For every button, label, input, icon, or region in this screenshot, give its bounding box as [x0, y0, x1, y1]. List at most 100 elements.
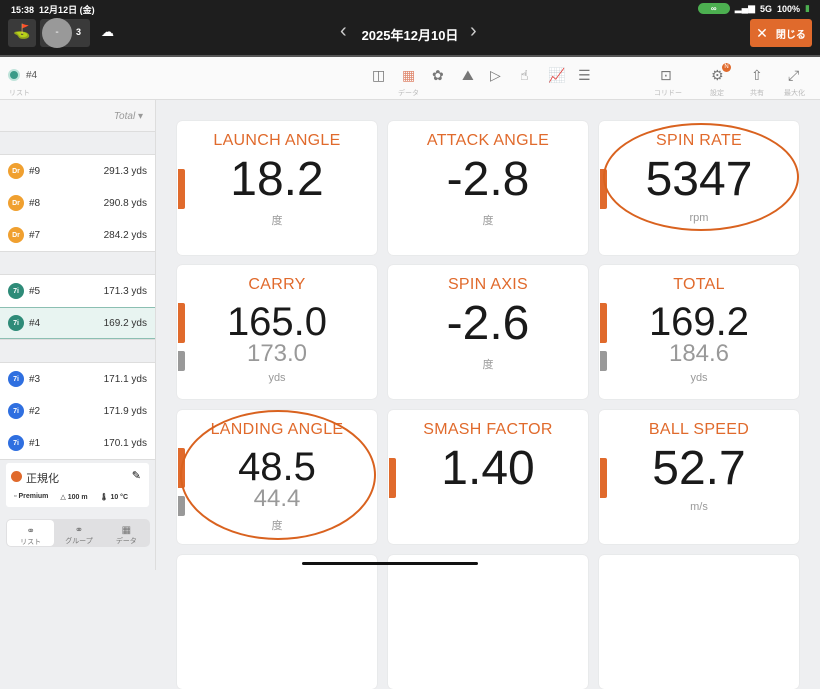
club-badge: 7i — [8, 371, 24, 387]
metric-value: 165.0 — [226, 300, 328, 344]
shot-row[interactable]: 7i #1 170.1 yds — [0, 427, 155, 459]
chart-icon[interactable]: 📈 — [548, 67, 566, 83]
club-badge: Dr — [8, 163, 24, 179]
list-icon[interactable]: ☰ — [578, 67, 591, 83]
tab-data[interactable]: ▦ データ — [115, 525, 137, 545]
metric-value: 1.40 — [441, 442, 535, 495]
network-label: 5G — [760, 3, 773, 14]
shot-row[interactable]: 7i #4 169.2 yds — [0, 307, 155, 339]
shot-row[interactable]: Dr #8 290.8 yds — [0, 187, 155, 219]
shot-row[interactable]: 7i #5 171.3 yds — [0, 275, 155, 307]
metric-unit: 度 — [271, 215, 283, 227]
shot-indicator — [8, 69, 20, 81]
metric-card[interactable]: SMASH FACTOR 1.40 — [388, 410, 588, 544]
trajectory-icon[interactable]: ⛰ — [462, 67, 474, 83]
shot-row[interactable]: Dr #7 284.2 yds — [0, 219, 155, 251]
date-title: 2025年12月10日 — [361, 28, 459, 43]
normalize-icon — [11, 471, 22, 482]
sort-label: Total — [113, 111, 136, 122]
split-view-icon[interactable]: ◫ — [372, 67, 386, 83]
highlight-circle — [180, 410, 376, 540]
club-badge: 7i — [8, 435, 24, 451]
prev-date-button[interactable]: ‹ — [340, 20, 347, 42]
top-bar: 15:38 12月12日 (金) ∞ ▂▄▆ 5G 100% ▮ ⛳ - 3 ☁ ‹ 2… — [0, 0, 820, 55]
flag-icon: ⛳ — [13, 23, 31, 39]
minus-button[interactable]: - — [42, 18, 72, 48]
club-badge: 7i — [8, 315, 24, 331]
raw-tag — [600, 351, 607, 371]
shot-value: 290.8 yds — [103, 197, 147, 209]
battery-icon: ▮ — [805, 3, 810, 13]
tab-group[interactable]: ⚭ グループ — [65, 525, 93, 545]
ball-icon[interactable]: ✿ — [432, 67, 444, 83]
shot-row[interactable]: 7i #3 171.1 yds — [0, 363, 155, 395]
hand-icon[interactable]: ☝ — [520, 67, 529, 83]
tab-list[interactable]: ⚭ リスト — [7, 520, 55, 546]
corridor-icon[interactable]: ⊡ — [660, 67, 672, 83]
share-icon[interactable]: ⇧ — [751, 67, 763, 83]
battery-label: 100% — [777, 3, 801, 14]
metric-value: 169.2 — [648, 300, 750, 344]
cloud-icon[interactable]: ☁ — [101, 24, 114, 39]
shot-number: #8 — [29, 197, 41, 209]
group-gap — [0, 340, 155, 362]
status-icons: ∞ ▂▄▆ 5G 100% ▮ — [697, 3, 810, 14]
metric-unit: 度 — [482, 359, 494, 371]
metric-card[interactable]: CARRY 165.0 173.0 yds — [177, 265, 377, 399]
metric-value: 18.2 — [230, 153, 324, 206]
home-indicator[interactable] — [302, 562, 478, 565]
edit-icon[interactable]: ✎ — [131, 470, 141, 482]
settings-label: 設定 — [710, 90, 724, 97]
sort-dropdown[interactable]: Total ▾ — [0, 100, 155, 132]
shot-value: 171.9 yds — [103, 405, 147, 417]
shot-number: #2 — [29, 405, 41, 417]
data-label: データ — [398, 90, 419, 97]
metric-title: LAUNCH ANGLE — [213, 132, 341, 149]
view-tabs: ⚭ リスト ⚭ グループ ▦ データ — [6, 519, 150, 547]
metric-card[interactable] — [177, 555, 377, 689]
shot-value: 170.1 yds — [103, 437, 147, 449]
list-label: リスト — [9, 90, 30, 97]
play-icon[interactable]: ▷ — [490, 67, 501, 83]
data-grid-icon[interactable]: ▦ — [402, 67, 416, 83]
shot-row[interactable]: 7i #2 171.9 yds — [0, 395, 155, 427]
metric-unit: 度 — [482, 215, 494, 227]
counter-value: 3 — [76, 27, 82, 37]
metric-title: BALL SPEED — [648, 421, 750, 438]
maximize-icon[interactable]: ⤢ — [788, 67, 800, 83]
metric-value: -2.8 — [446, 153, 530, 206]
altitude: △ 100 m — [60, 494, 88, 501]
normalized-tag — [389, 458, 396, 498]
shot-number: #3 — [29, 373, 41, 385]
metric-title: SMASH FACTOR — [423, 421, 553, 438]
close-button[interactable]: ✕ 閉じる — [750, 19, 812, 47]
metric-card[interactable]: SPIN AXIS -2.6 度 — [388, 265, 588, 399]
shot-value: 291.3 yds — [103, 165, 147, 177]
club-badge: Dr — [8, 195, 24, 211]
metric-card[interactable]: TOTAL 169.2 184.6 yds — [599, 265, 799, 399]
metric-unit: m/s — [690, 501, 708, 513]
metric-card[interactable]: LAUNCH ANGLE 18.2 度 — [177, 121, 377, 255]
metric-title: TOTAL — [673, 276, 725, 293]
share-label: 共有 — [750, 90, 764, 97]
golf-cart-button[interactable]: ⛳ — [8, 19, 36, 47]
counter-button[interactable]: - 3 — [40, 18, 90, 48]
next-date-button[interactable]: › — [470, 20, 477, 42]
corridor-label: コリドー — [654, 90, 682, 97]
settings-icon[interactable]: ⚙ — [711, 67, 724, 83]
normalized-tag — [600, 303, 607, 343]
current-shot: #4 — [26, 70, 38, 81]
metric-raw-value: 173.0 — [246, 340, 308, 367]
metric-title: ATTACK ANGLE — [426, 132, 550, 149]
shot-group: 7i #3 171.1 yds 7i #2 171.9 yds 7i #1 170.1 yds — [0, 362, 155, 460]
normalized-tag — [600, 169, 607, 209]
metric-card[interactable] — [599, 555, 799, 689]
raw-tag — [178, 496, 185, 516]
group-gap — [0, 132, 155, 154]
close-icon: ✕ — [756, 24, 768, 41]
metric-card[interactable] — [388, 555, 588, 689]
shot-value: 171.1 yds — [103, 373, 147, 385]
shot-row[interactable]: Dr #9 291.3 yds — [0, 155, 155, 187]
metric-card[interactable]: BALL SPEED 52.7 m/s — [599, 410, 799, 544]
metric-card[interactable]: ATTACK ANGLE -2.8 度 — [388, 121, 588, 255]
